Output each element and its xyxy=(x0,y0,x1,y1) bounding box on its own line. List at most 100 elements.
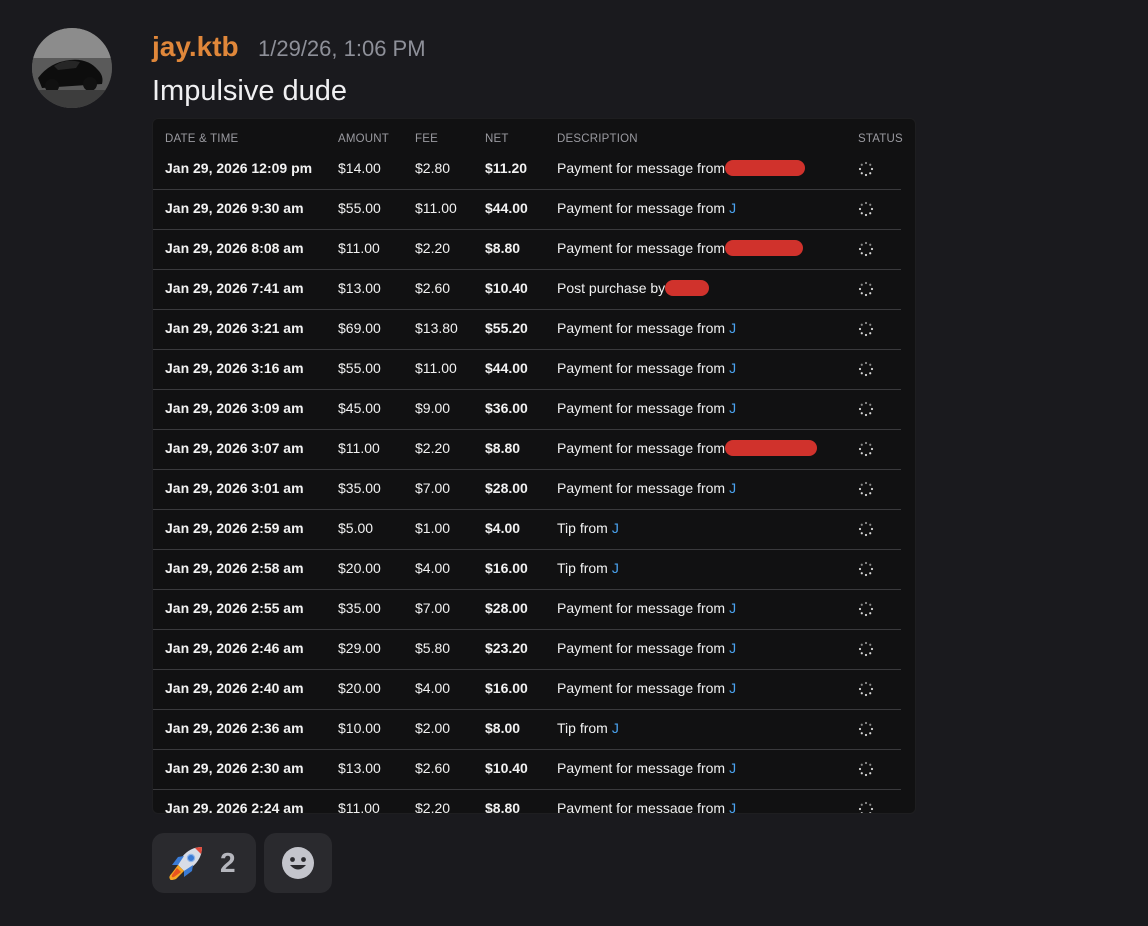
row-net: $28.00 xyxy=(485,600,528,616)
spinner-dot xyxy=(864,321,868,325)
sender-link[interactable]: J xyxy=(729,360,737,376)
row-description-text: Payment for message from xyxy=(557,760,726,776)
row-net: $36.00 xyxy=(485,400,528,416)
spinner-dot xyxy=(864,453,868,457)
row-description-text: Tip from xyxy=(557,520,608,536)
spinner-dot xyxy=(864,213,868,217)
row-amount: $5.00 xyxy=(338,520,374,536)
spinner-dot xyxy=(869,283,872,286)
spinner-dot xyxy=(864,773,868,777)
spinner-dot xyxy=(869,203,872,206)
row-description: Tip from J xyxy=(557,710,619,747)
spinner-dot xyxy=(860,363,863,366)
row-amount: $20.00 xyxy=(338,560,381,576)
sender-link[interactable]: J xyxy=(611,560,619,576)
table-row: Jan 29, 2026 3:21 am $69.00 $13.80 $55.20 Pa… xyxy=(153,310,901,350)
loading-spinner-icon xyxy=(858,161,874,177)
table-row: Jan 29, 2026 2:36 am $10.00 $2.00 $8.00 Tip … xyxy=(153,710,901,750)
row-net: $10.40 xyxy=(485,760,528,776)
row-description-text: Payment for message from xyxy=(557,600,726,616)
spinner-dot xyxy=(860,172,863,175)
sender-link[interactable]: J xyxy=(611,720,619,736)
loading-spinner-icon xyxy=(858,401,874,417)
sender-link[interactable]: J xyxy=(611,520,619,536)
table-row: Jan 29, 2026 2:59 am $5.00 $1.00 $4.00 Tip f… xyxy=(153,510,901,550)
spinner-dot xyxy=(869,572,872,575)
image-attachment[interactable]: DATE & TIME AMOUNT FEE NET DESCRIPTION S… xyxy=(152,118,916,814)
redaction-mark xyxy=(725,160,806,177)
spinner-dot xyxy=(869,563,872,566)
sender-link[interactable]: J xyxy=(729,400,737,416)
username[interactable]: jay.ktb xyxy=(152,31,239,62)
spinner-dot xyxy=(864,161,868,165)
row-net: $55.20 xyxy=(485,320,528,336)
spinner-dot xyxy=(864,681,868,685)
row-fee: $13.80 xyxy=(415,320,458,336)
spinner-dot xyxy=(869,803,872,806)
spinner-dot xyxy=(864,413,868,417)
spinner-dot xyxy=(864,173,868,177)
add-reaction-button[interactable] xyxy=(264,833,332,893)
spinner-dot xyxy=(864,573,868,577)
row-date: Jan 29, 2026 3:16 am xyxy=(165,360,304,376)
loading-spinner-icon xyxy=(858,201,874,217)
spinner-dot xyxy=(860,252,863,255)
spinner-dot xyxy=(864,481,868,485)
spinner-dot xyxy=(858,647,862,651)
avatar[interactable] xyxy=(32,28,112,108)
spinner-dot xyxy=(860,723,863,726)
reaction-rocket[interactable]: 2 xyxy=(152,833,256,893)
header-description: DESCRIPTION xyxy=(557,133,638,145)
row-description: Payment for message from xyxy=(557,150,806,187)
sender-link[interactable]: J xyxy=(729,760,737,776)
row-description-text: Payment for message from xyxy=(557,440,726,456)
spinner-dot xyxy=(860,692,863,695)
sender-link[interactable]: J xyxy=(729,680,737,696)
spinner-dot xyxy=(864,801,868,805)
table-header: DATE & TIME AMOUNT FEE NET DESCRIPTION S… xyxy=(153,133,915,149)
table-row: Jan 29, 2026 2:30 am $13.00 $2.60 $10.40 Pay… xyxy=(153,750,901,790)
spinner-dot xyxy=(869,363,872,366)
rocket-icon xyxy=(169,847,202,880)
sender-link[interactable]: J xyxy=(729,640,737,656)
spinner-dot xyxy=(858,687,862,691)
redaction-mark xyxy=(665,280,710,297)
sender-link[interactable]: J xyxy=(729,800,737,814)
sender-link[interactable]: J xyxy=(729,480,737,496)
spinner-dot xyxy=(869,163,872,166)
spinner-dot xyxy=(869,443,872,446)
spinner-dot xyxy=(860,163,863,166)
spinner-dot xyxy=(860,492,863,495)
spinner-dot xyxy=(864,293,868,297)
spinner-dot xyxy=(864,333,868,337)
spinner-dot xyxy=(870,767,874,771)
spinner-dot xyxy=(858,167,862,171)
sender-link[interactable]: J xyxy=(729,600,737,616)
spinner-dot xyxy=(870,207,874,211)
loading-spinner-icon xyxy=(858,361,874,377)
spinner-dot xyxy=(869,372,872,375)
spinner-dot xyxy=(869,652,872,655)
row-description: Payment for message from J xyxy=(557,390,736,427)
loading-spinner-icon xyxy=(858,241,874,257)
row-amount: $35.00 xyxy=(338,480,381,496)
loading-spinner-icon xyxy=(858,801,874,813)
row-date: Jan 29, 2026 2:58 am xyxy=(165,560,304,576)
row-fee: $2.60 xyxy=(415,760,451,776)
spinner-dot xyxy=(860,203,863,206)
row-description: Payment for message from J xyxy=(557,470,736,507)
row-fee: $7.00 xyxy=(415,600,451,616)
spinner-dot xyxy=(870,167,874,171)
table-row: Jan 29, 2026 7:41 am $13.00 $2.60 $10.40 Pos… xyxy=(153,270,901,310)
row-date: Jan 29, 2026 2:59 am xyxy=(165,520,304,536)
sender-link[interactable]: J xyxy=(729,320,737,336)
spinner-dot xyxy=(869,692,872,695)
table-row: Jan 29, 2026 2:46 am $29.00 $5.80 $23.20 Pay… xyxy=(153,630,901,670)
row-date: Jan 29, 2026 2:36 am xyxy=(165,720,304,736)
spinner-dot xyxy=(858,327,862,331)
row-description-text: Payment for message from xyxy=(557,800,726,814)
spinner-dot xyxy=(860,563,863,566)
row-description: Payment for message from J xyxy=(557,590,736,627)
sender-link[interactable]: J xyxy=(729,200,737,216)
spinner-dot xyxy=(858,407,862,411)
